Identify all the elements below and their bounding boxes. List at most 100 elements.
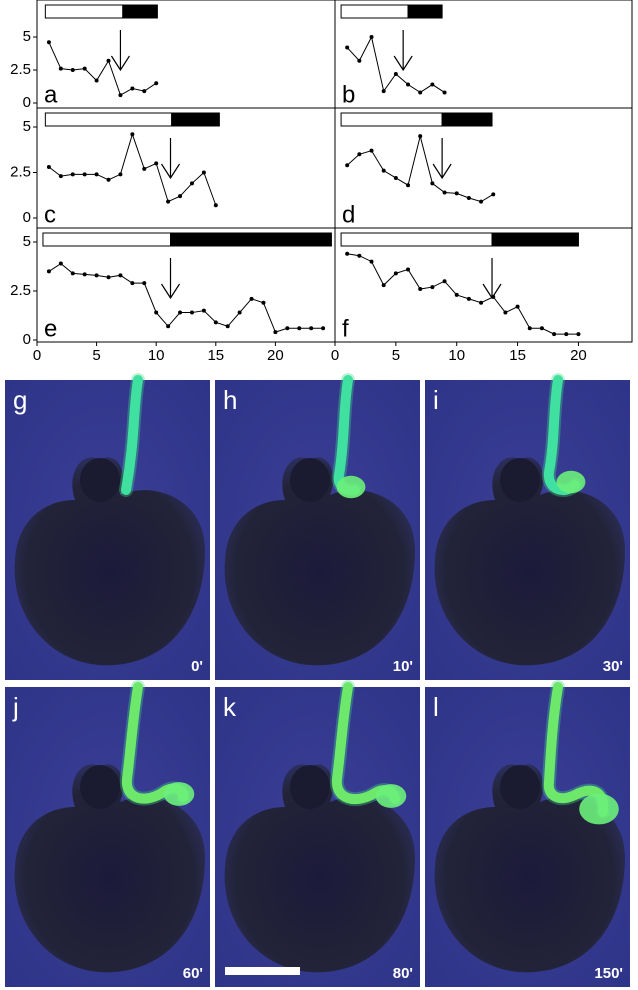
data-point <box>237 310 242 315</box>
data-point <box>454 292 459 297</box>
data-point <box>118 273 123 278</box>
data-point <box>142 166 147 171</box>
data-point <box>94 172 99 177</box>
data-point <box>106 177 111 182</box>
data-point <box>345 251 350 256</box>
y-tick-label: 0 <box>23 94 31 111</box>
data-point <box>430 285 435 290</box>
burst <box>163 782 195 806</box>
data-point <box>381 168 386 173</box>
panel-label: j <box>12 692 19 722</box>
time-label: 0' <box>191 658 203 675</box>
data-point <box>393 71 398 76</box>
data-point <box>369 35 374 39</box>
data-point <box>454 191 459 196</box>
arrow <box>160 258 181 300</box>
data-point <box>357 152 362 157</box>
micropyle <box>290 765 330 809</box>
time-label: 150' <box>594 965 623 982</box>
data-point <box>393 175 398 180</box>
panel-label: b <box>342 81 355 108</box>
data-point <box>418 90 423 95</box>
data-point <box>154 81 159 86</box>
data-point <box>178 194 183 199</box>
micropyle <box>80 458 120 502</box>
panel-label: e <box>44 315 57 342</box>
x-tick-label: 10 <box>448 347 465 364</box>
data-point <box>130 132 135 137</box>
burst <box>556 470 586 494</box>
data-point <box>527 326 532 331</box>
data-point <box>393 271 398 276</box>
y-tick-label: 5 <box>23 233 31 250</box>
ovule <box>434 764 625 973</box>
data-point <box>261 300 266 305</box>
panel-label: g <box>13 385 27 415</box>
data-point <box>58 261 63 266</box>
data-point <box>225 324 230 329</box>
data-point <box>406 183 411 188</box>
data-point <box>466 195 471 200</box>
data-point <box>82 272 87 277</box>
data-point <box>430 181 435 186</box>
data-point <box>564 332 569 337</box>
data-point <box>503 310 508 315</box>
micrograph: j 60' <box>5 680 210 987</box>
data-line <box>48 262 324 333</box>
data-line <box>346 135 494 203</box>
x-tick-label: 20 <box>570 347 587 364</box>
data-point <box>406 267 411 272</box>
burst <box>375 784 407 808</box>
micropyle <box>500 765 540 809</box>
micrograph: l 150' <box>225 680 630 987</box>
data-point <box>369 148 374 153</box>
dark-period <box>170 232 332 247</box>
y-tick-label: 2.5 <box>10 61 31 78</box>
data-point <box>213 203 218 208</box>
data-point <box>154 310 159 315</box>
data-point <box>406 82 411 87</box>
data-point <box>94 273 99 278</box>
ovule <box>14 764 205 973</box>
time-label: 10' <box>393 658 413 675</box>
data-line <box>347 253 579 335</box>
data-point <box>46 269 51 274</box>
data-line <box>48 42 157 96</box>
data-point <box>166 199 171 204</box>
data-point <box>442 190 447 195</box>
data-point <box>345 163 350 168</box>
data-point <box>576 332 581 337</box>
arrow <box>110 30 130 72</box>
burst <box>336 475 366 499</box>
burst <box>579 793 619 825</box>
micropyle <box>80 765 120 809</box>
x-tick-label: 15 <box>207 347 224 364</box>
light-period <box>340 112 443 127</box>
data-point <box>479 199 484 204</box>
data-point <box>201 170 206 175</box>
data-point <box>118 93 123 98</box>
data-point <box>357 58 362 63</box>
data-point <box>46 40 51 45</box>
light-period <box>42 232 172 247</box>
data-point <box>166 324 171 329</box>
x-tick-label: 5 <box>92 347 100 364</box>
micropyle <box>500 458 540 502</box>
data-point <box>249 296 254 301</box>
x-tick-label: 10 <box>148 347 165 364</box>
ovule <box>224 764 415 973</box>
micrograph: h 10' <box>215 373 420 680</box>
data-point <box>118 172 123 177</box>
data-point <box>201 308 206 313</box>
data-point <box>345 45 350 50</box>
data-point <box>142 89 147 94</box>
y-tick-label: 2.5 <box>10 163 31 180</box>
x-tick-label: 20 <box>267 347 284 364</box>
micropyle <box>290 458 330 502</box>
ovule <box>434 457 625 666</box>
data-point <box>189 181 194 186</box>
data-point <box>418 287 423 292</box>
time-label: 60' <box>183 965 203 982</box>
y-tick-label: 0 <box>23 209 31 226</box>
data-point <box>46 165 51 170</box>
